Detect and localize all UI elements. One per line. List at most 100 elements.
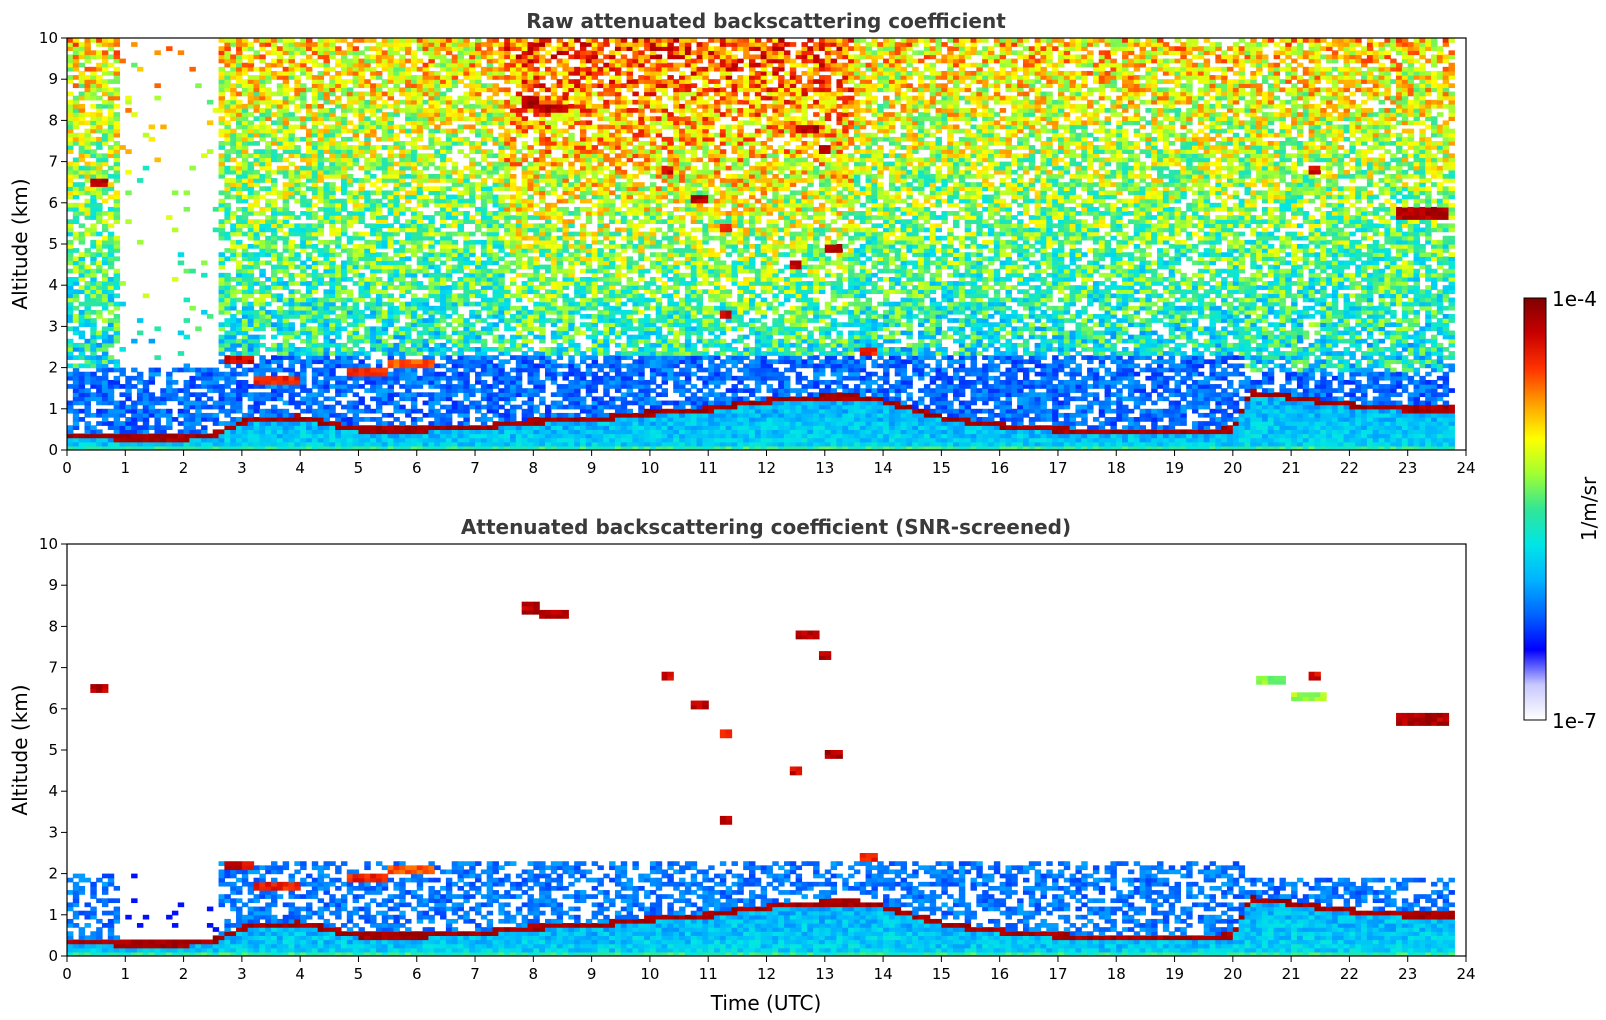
heatmap-cell bbox=[498, 429, 505, 435]
heatmap-cell bbox=[253, 318, 260, 323]
heatmap-cell bbox=[323, 62, 330, 68]
heatmap-cell bbox=[67, 260, 74, 266]
heatmap-cell bbox=[311, 330, 319, 336]
heatmap-cell bbox=[352, 441, 360, 447]
heatmap-cell bbox=[101, 375, 109, 381]
heatmap-cell bbox=[218, 437, 225, 443]
heatmap-cell bbox=[393, 359, 400, 365]
heatmap-cell bbox=[241, 441, 249, 447]
heatmap-cell bbox=[317, 141, 325, 146]
heatmap-cell bbox=[475, 276, 482, 282]
heatmap-cell bbox=[352, 404, 360, 410]
heatmap-cell bbox=[265, 417, 272, 422]
heatmap-cell bbox=[212, 367, 220, 373]
heatmap-cell bbox=[119, 281, 126, 286]
heatmap-cell bbox=[370, 338, 377, 344]
heatmap-cell bbox=[236, 338, 243, 344]
heatmap-cell bbox=[107, 248, 115, 253]
heatmap-cell bbox=[282, 330, 290, 336]
heatmap-cell bbox=[195, 371, 202, 377]
heatmap-cell bbox=[335, 293, 342, 299]
heatmap-cell bbox=[405, 235, 412, 241]
heatmap-cell bbox=[306, 330, 313, 336]
heatmap-cell bbox=[72, 46, 80, 51]
heatmap-cell bbox=[498, 338, 505, 344]
heatmap-cell bbox=[96, 136, 103, 142]
heatmap-cell bbox=[154, 421, 161, 426]
heatmap-cell bbox=[510, 173, 517, 179]
heatmap-cell bbox=[475, 371, 482, 377]
heatmap-cell bbox=[440, 120, 447, 126]
heatmap-cell bbox=[282, 108, 290, 113]
heatmap-cell bbox=[148, 375, 156, 381]
heatmap-cell bbox=[259, 83, 266, 89]
heatmap-cell bbox=[364, 231, 371, 237]
heatmap-cell bbox=[475, 425, 482, 430]
heatmap-cell bbox=[67, 429, 74, 435]
heatmap-cell bbox=[393, 161, 400, 167]
heatmap-cell bbox=[236, 417, 243, 422]
heatmap-cell bbox=[422, 412, 430, 418]
heatmap-cell bbox=[276, 169, 284, 175]
heatmap-cell bbox=[358, 433, 365, 439]
heatmap-cell bbox=[107, 116, 115, 121]
heatmap-cell bbox=[282, 120, 290, 126]
heatmap-cell bbox=[323, 112, 330, 117]
heatmap-cell bbox=[410, 392, 418, 398]
heatmap-cell bbox=[84, 38, 91, 43]
heatmap-cell bbox=[370, 91, 377, 97]
heatmap-cell bbox=[271, 157, 278, 163]
heatmap-cell bbox=[90, 363, 97, 369]
heatmap-cell bbox=[300, 421, 307, 426]
heatmap-cell bbox=[428, 272, 435, 278]
heatmap-cell bbox=[323, 433, 330, 439]
heatmap-cell bbox=[160, 433, 167, 439]
heatmap-cell bbox=[323, 194, 330, 200]
heatmap-cell bbox=[370, 276, 377, 282]
heatmap-cell bbox=[335, 334, 342, 340]
heatmap-cell bbox=[236, 264, 243, 270]
heatmap-cell bbox=[387, 309, 395, 315]
heatmap-cell bbox=[405, 384, 412, 389]
heatmap-cell bbox=[90, 297, 97, 303]
heatmap-cell bbox=[306, 145, 313, 150]
heatmap-cell bbox=[236, 363, 243, 369]
heatmap-cell bbox=[282, 58, 290, 64]
heatmap-cell bbox=[218, 384, 225, 389]
heatmap-cell bbox=[498, 50, 505, 56]
heatmap-cell bbox=[340, 190, 348, 196]
heatmap-cell bbox=[352, 161, 360, 167]
heatmap-cell bbox=[387, 441, 395, 447]
heatmap-cell bbox=[154, 408, 161, 414]
heatmap-cell bbox=[78, 342, 86, 348]
heatmap-cell bbox=[282, 441, 290, 447]
heatmap-cell bbox=[224, 128, 231, 134]
heatmap-cell bbox=[428, 108, 435, 113]
heatmap-cell bbox=[96, 379, 103, 385]
heatmap-cell bbox=[271, 314, 278, 319]
heatmap-cell bbox=[463, 116, 470, 121]
heatmap-cell bbox=[504, 194, 511, 200]
heatmap-cell bbox=[323, 388, 330, 393]
heatmap-cell bbox=[399, 264, 406, 270]
heatmap-cell bbox=[364, 145, 371, 150]
heatmap-cell bbox=[259, 289, 266, 295]
heatmap-cell bbox=[393, 198, 400, 204]
heatmap-cell bbox=[142, 396, 150, 402]
heatmap-cell bbox=[405, 371, 412, 377]
heatmap-cell bbox=[311, 173, 319, 179]
heatmap-cell bbox=[90, 412, 97, 418]
heatmap-cell bbox=[84, 437, 91, 443]
heatmap-cell bbox=[510, 202, 517, 208]
heatmap-cell bbox=[282, 116, 290, 121]
heatmap-cell bbox=[300, 227, 307, 233]
heatmap-cell bbox=[410, 338, 418, 344]
heatmap-cell bbox=[323, 141, 330, 146]
heatmap-cell bbox=[218, 145, 225, 150]
heatmap-cell bbox=[457, 429, 464, 435]
heatmap-cell bbox=[422, 371, 430, 377]
heatmap-cell bbox=[340, 120, 348, 126]
heatmap-cell bbox=[224, 272, 231, 278]
heatmap-cell bbox=[340, 186, 348, 192]
heatmap-cell bbox=[440, 293, 447, 299]
